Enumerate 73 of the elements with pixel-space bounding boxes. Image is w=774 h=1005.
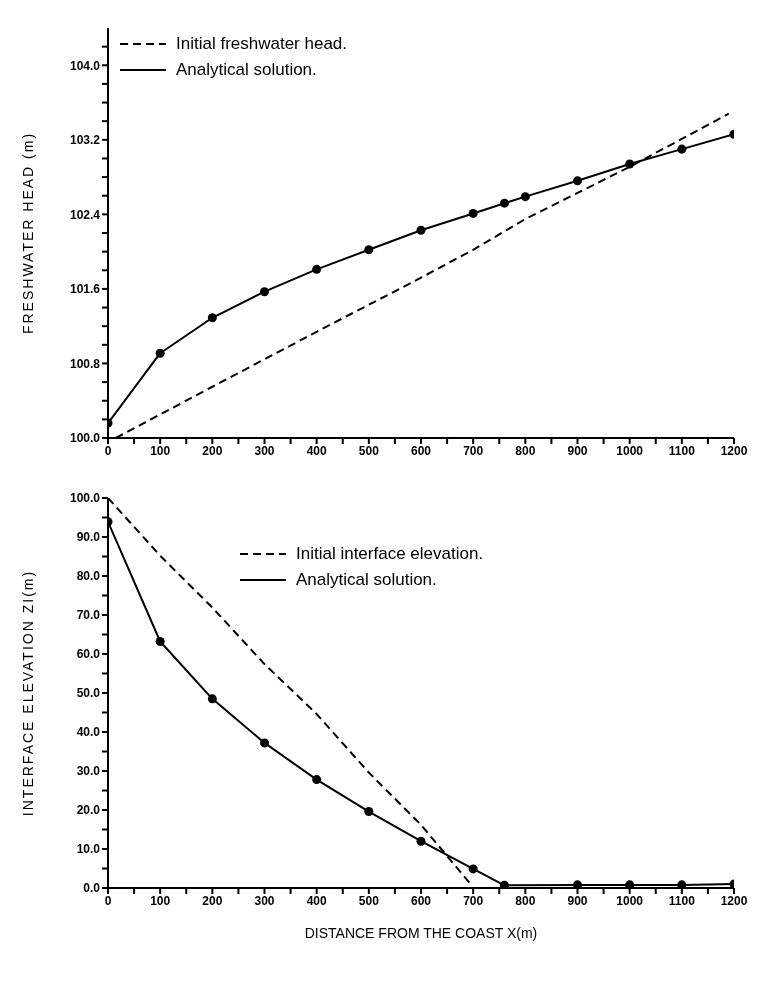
point xyxy=(468,208,478,218)
point xyxy=(207,694,217,704)
point xyxy=(625,880,635,888)
legend-label: Analytical solution. xyxy=(176,60,317,80)
point xyxy=(499,198,509,208)
legend-label: Initial freshwater head. xyxy=(176,34,348,54)
legend-label: Initial interface elevation. xyxy=(296,544,484,564)
x-tick-label: 1000 xyxy=(616,443,644,458)
x-tick-label: 600 xyxy=(410,443,432,458)
x-tick-label: 100 xyxy=(150,893,171,908)
x-tick-label: 900 xyxy=(567,893,588,908)
point xyxy=(677,144,687,154)
x-tick-label: 100 xyxy=(150,443,171,458)
y-axis-title: FRESHWATER HEAD (m) xyxy=(19,131,36,335)
x-axis-title: DISTANCE FROM THE COAST X(m) xyxy=(304,925,538,941)
point xyxy=(416,225,426,235)
x-tick-label: 500 xyxy=(358,443,380,458)
y-tick-label: 50.0 xyxy=(76,686,101,701)
x-tick-label: 300 xyxy=(254,893,275,908)
point xyxy=(677,880,687,888)
y-tick-label: 103.2 xyxy=(69,133,101,148)
y-tick-label: 70.0 xyxy=(76,608,101,623)
y-axis-title: INTERFACE ELEVATION ZI(m) xyxy=(19,569,36,817)
x-tick-label: 1100 xyxy=(668,443,696,458)
point xyxy=(364,245,374,255)
y-tick-label: 20.0 xyxy=(76,803,101,818)
y-tick-label: 100.8 xyxy=(69,356,101,371)
y-tick-label: 30.0 xyxy=(76,764,101,779)
y-tick-label: 0.0 xyxy=(83,881,101,896)
point xyxy=(572,176,583,186)
point xyxy=(155,637,165,647)
y-tick-label: 101.6 xyxy=(69,282,101,297)
x-tick-label: 1000 xyxy=(616,893,644,908)
x-tick-label: 200 xyxy=(202,893,223,908)
x-tick-label: 300 xyxy=(254,443,275,458)
y-tick-label: 90.0 xyxy=(76,530,101,545)
point xyxy=(155,348,165,358)
y-tick-label: 60.0 xyxy=(76,647,101,662)
point xyxy=(625,159,635,169)
x-tick-label: 700 xyxy=(463,893,484,908)
point xyxy=(499,880,509,888)
x-tick-label: 0 xyxy=(104,443,112,458)
point xyxy=(259,287,270,297)
x-tick-label: 1200 xyxy=(720,893,748,908)
x-tick-label: 1100 xyxy=(668,893,696,908)
x-tick-label: 400 xyxy=(306,893,327,908)
point xyxy=(416,836,426,846)
y-tick-label: 80.0 xyxy=(76,569,101,584)
y-tick-label: 104.0 xyxy=(69,58,101,73)
x-tick-label: 900 xyxy=(567,443,588,458)
point xyxy=(468,864,478,874)
x-tick-label: 200 xyxy=(202,443,223,458)
y-tick-label: 40.0 xyxy=(76,725,101,740)
x-tick-label: 600 xyxy=(410,893,432,908)
y-tick-label: 10.0 xyxy=(76,842,101,857)
point xyxy=(520,192,530,202)
point xyxy=(207,313,217,323)
x-tick-label: 400 xyxy=(306,443,327,458)
point xyxy=(259,738,270,748)
x-tick-label: 800 xyxy=(515,893,536,908)
x-tick-label: 800 xyxy=(515,443,536,458)
x-tick-label: 700 xyxy=(463,443,484,458)
point xyxy=(312,775,322,785)
y-tick-label: 100.0 xyxy=(69,491,101,506)
x-tick-label: 0 xyxy=(104,893,112,908)
x-tick-label: 500 xyxy=(358,893,380,908)
y-tick-label: 102.4 xyxy=(69,207,101,222)
point xyxy=(572,880,583,888)
point xyxy=(364,807,374,817)
legend-label: Analytical solution. xyxy=(296,570,437,590)
y-tick-label: 100.0 xyxy=(69,431,101,446)
x-tick-label: 1200 xyxy=(720,443,748,458)
point xyxy=(312,264,322,274)
